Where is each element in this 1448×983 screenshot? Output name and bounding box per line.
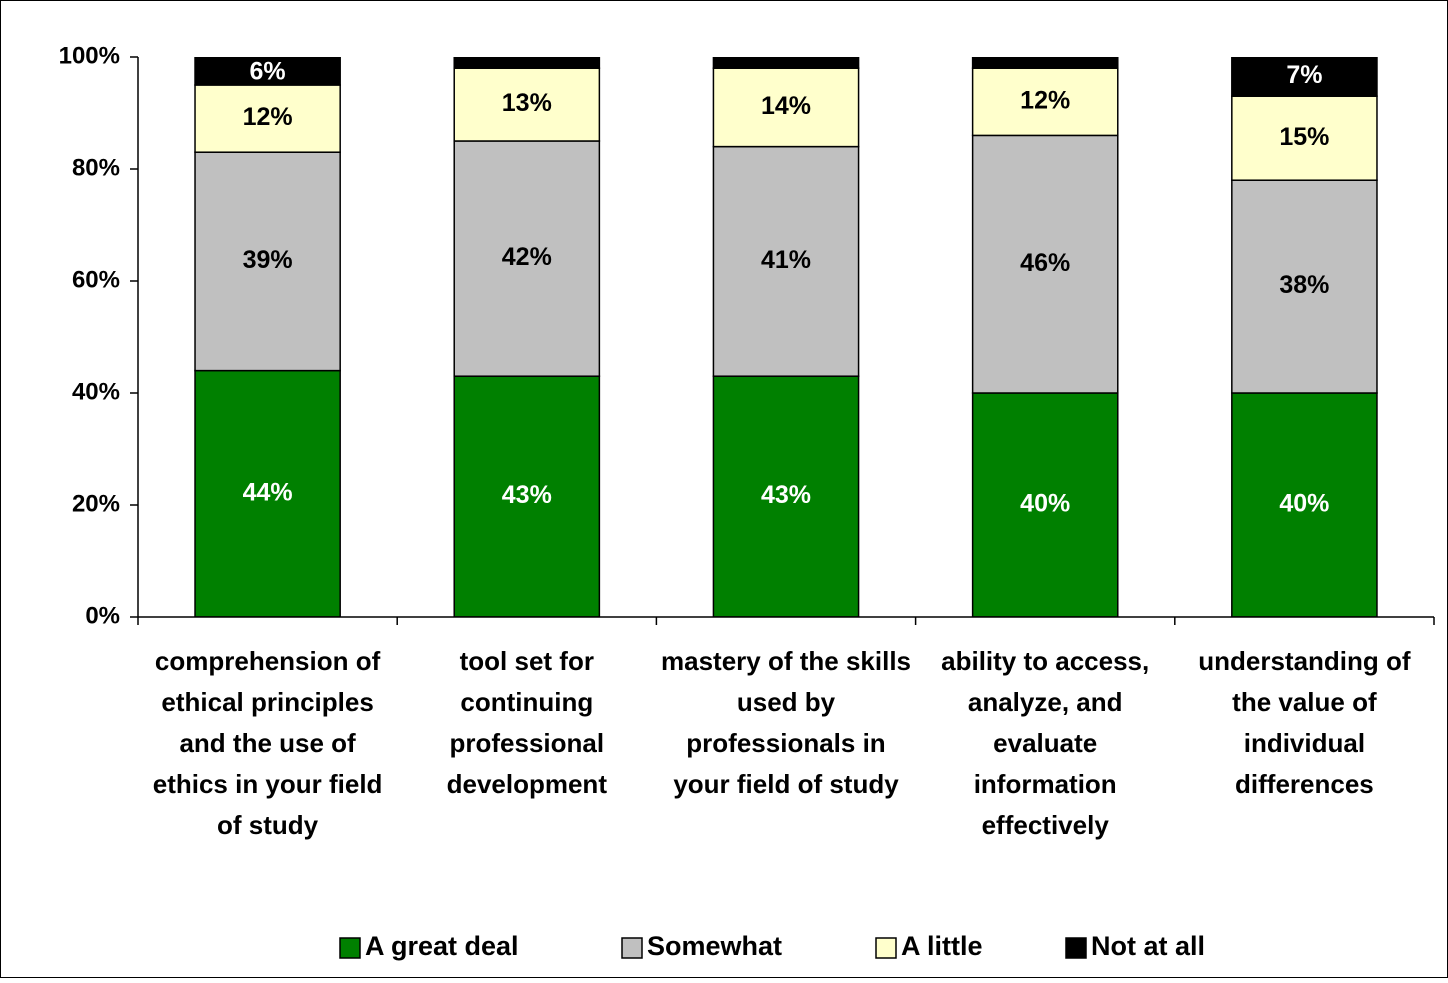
data-label: 40% [1020, 490, 1070, 518]
data-label: 41% [761, 246, 811, 274]
bar-segment [453, 57, 601, 69]
data-label: 44% [243, 478, 293, 506]
bar-segment [1231, 179, 1378, 394]
x-tick-label: understanding of the value of individual di… [1198, 646, 1411, 799]
bar-segment [1231, 392, 1378, 617]
legend-label: A great deal [365, 931, 519, 961]
bar-segment [1231, 57, 1378, 97]
bar-segment [971, 57, 1119, 69]
data-label: 12% [243, 103, 293, 131]
bar-segment [194, 151, 341, 372]
data-label: 46% [1020, 249, 1070, 277]
bar-segment [453, 67, 601, 142]
legend-swatch [875, 937, 897, 959]
data-label: 15% [1279, 123, 1329, 151]
data-label: 6% [250, 58, 286, 86]
y-tick-label: 20% [72, 490, 120, 517]
bar-segment [453, 375, 601, 617]
bar-segment [971, 67, 1119, 137]
x-tick-label: comprehension of ethical principles and th… [153, 646, 383, 840]
legend-label: Somewhat [647, 931, 782, 961]
bar-segment [194, 57, 341, 86]
legend-label: Not at all [1091, 931, 1205, 961]
legend-swatch [621, 937, 643, 959]
data-label: 12% [1020, 86, 1070, 114]
data-label: 43% [502, 481, 552, 509]
x-tick-label: ability to access, analyze, and evaluate in… [941, 646, 1149, 840]
y-tick-label: 80% [72, 154, 120, 181]
x-tick-label: mastery of the skills used by professional… [661, 646, 911, 799]
data-label: 39% [243, 246, 293, 274]
bar-segment [971, 134, 1119, 394]
y-tick-label: 0% [85, 602, 120, 629]
bar-segment [712, 67, 860, 148]
data-label: 7% [1286, 61, 1322, 89]
data-label: 42% [502, 243, 552, 271]
bar-segment [712, 57, 860, 69]
bar-segment [194, 369, 341, 617]
data-label: 38% [1279, 271, 1329, 299]
x-tick-label: tool set for continuing professional develo… [447, 646, 608, 799]
data-label: 40% [1279, 490, 1329, 518]
data-label: 13% [502, 89, 552, 117]
legend-label: A little [901, 931, 983, 961]
bar-segment [971, 392, 1119, 617]
y-tick-label: 40% [72, 378, 120, 405]
bar-segment [712, 145, 860, 377]
data-label: 14% [761, 92, 811, 120]
y-tick-label: 100% [59, 42, 120, 69]
bar-segment [1231, 95, 1378, 181]
plot-area [194, 57, 1378, 617]
data-label: 43% [761, 481, 811, 509]
legend-swatch [1065, 937, 1087, 959]
y-tick-label: 60% [72, 266, 120, 293]
legend-swatch [339, 937, 361, 959]
